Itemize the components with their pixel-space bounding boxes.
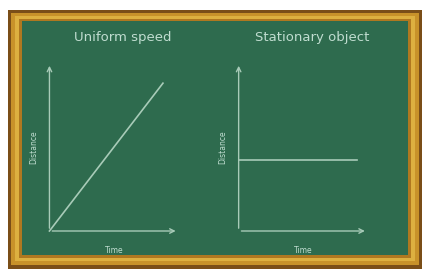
Bar [11, 13, 419, 265]
Text: Distance: Distance [219, 130, 227, 164]
Text: Uniform speed: Uniform speed [74, 31, 171, 44]
Bar [15, 16, 415, 261]
Text: Stationary object: Stationary object [255, 31, 369, 44]
Bar [22, 21, 408, 255]
Bar [19, 19, 411, 258]
Text: Time: Time [104, 246, 123, 255]
Text: Time: Time [294, 246, 313, 255]
Text: Distance: Distance [30, 130, 38, 164]
